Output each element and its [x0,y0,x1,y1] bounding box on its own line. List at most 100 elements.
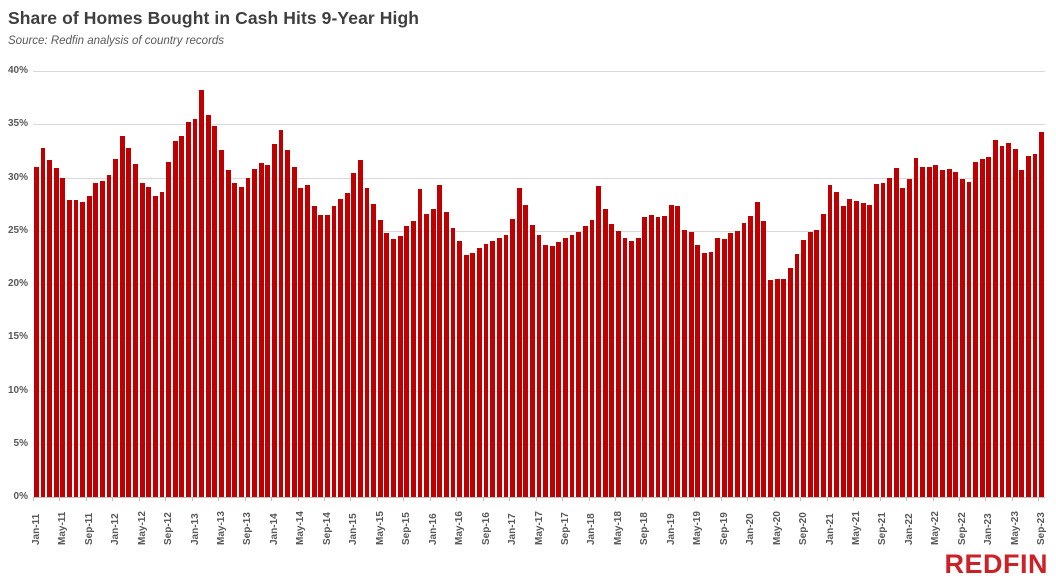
bar-Jan-11 [33,166,39,497]
x-tick-label: Sep-12 [163,512,175,545]
bar-Aug-18 [635,238,641,497]
bar-May-19 [695,244,701,497]
bar-Feb-16 [437,184,443,497]
x-tick-label: Jan-20 [745,513,757,545]
axis-tick [535,497,537,501]
bar-Feb-21 [834,192,840,497]
bar-Nov-22 [973,161,978,497]
bar-Jul-18 [629,241,634,497]
axis-tick [720,497,722,501]
axis-tick [271,497,273,501]
x-tick-label: Jan-13 [189,513,201,545]
bar-Apr-11 [53,167,59,497]
bar-Dec-19 [741,223,747,497]
bar-Dec-12 [186,122,191,497]
x-tick-label: May-21 [850,511,862,545]
bar-Mar-14 [285,149,291,497]
axis-tick [138,497,140,501]
bar-Jul-20 [787,268,793,497]
bar-Aug-22 [953,172,959,497]
bar-Dec-20 [821,213,826,497]
x-tick-label: Sep-14 [321,512,333,545]
axis-tick [33,497,34,501]
bar-Sep-18 [642,216,648,497]
axis-tick [959,497,960,501]
bar-Oct-20 [807,231,813,497]
bar-Mar-13 [205,114,211,497]
x-tick-label: Sep-11 [83,512,95,545]
bar-Sep-11 [86,195,92,497]
bar-Mar-18 [602,209,608,497]
x-tick-label: Jan-14 [268,513,280,545]
bar-May-14 [298,188,304,497]
axis-tick [59,497,61,501]
bar-Jun-12 [146,187,152,497]
axis-tick [297,497,299,501]
bar-Oct-18 [649,214,654,497]
bar-Aug-15 [397,236,403,497]
bar-Jan-22 [906,178,912,497]
chart-subtitle: Source: Redfin analysis of country recor… [8,35,225,47]
bar-Apr-22 [926,166,932,497]
x-tick-label: May-16 [454,511,466,545]
bar-Apr-12 [133,163,138,497]
bar-Sep-16 [483,243,489,497]
bar-May-23 [1012,148,1018,497]
bar-Feb-22 [913,158,919,497]
x-tick-label: Jan-12 [110,513,122,545]
axis-tick [985,497,987,501]
x-tick-label: May-20 [771,511,783,545]
x-tick-label: Sep-20 [798,512,810,545]
bar-Oct-22 [966,181,972,497]
bar-Aug-11 [80,201,86,497]
x-tick-label: Jan-23 [983,513,995,545]
bar-Oct-12 [172,141,178,497]
axis-tick [906,497,908,501]
axis-tick [403,497,405,501]
x-tick-label: Jan-15 [348,513,360,545]
bar-Dec-13 [265,164,271,497]
bar-Nov-19 [735,230,740,497]
bar-Dec-16 [503,235,509,497]
bar-Oct-11 [93,182,99,497]
x-tick-label: Sep-21 [877,512,889,545]
axis-tick [747,497,749,501]
bar-Jul-21 [867,205,873,497]
axis-tick [112,497,114,501]
axis-tick [879,497,881,501]
bar-Jun-23 [1019,170,1025,497]
bar-Jul-22 [946,168,952,497]
bar-Sep-17 [563,238,568,497]
y-tick-label: 35% [7,118,28,130]
bar-Mar-15 [364,188,370,497]
bar-Apr-15 [371,204,377,497]
bar-Jan-18 [589,220,595,497]
bar-Jun-20 [781,278,787,497]
bar-Jan-17 [510,219,515,497]
y-tick-label: 25% [7,224,28,236]
bar-Jul-12 [152,195,158,497]
bar-Aug-23 [1032,154,1038,497]
bar-Jul-19 [708,252,714,497]
gridline [33,230,1045,232]
bar-Aug-17 [556,242,562,497]
x-tick-label: Sep-19 [718,512,730,545]
bar-Oct-14 [331,206,337,497]
bar-Jul-15 [391,239,396,497]
axis-tick [800,497,802,501]
x-tick-label: May-15 [374,511,386,545]
bar-Oct-13 [252,168,257,497]
bar-Feb-20 [754,201,760,497]
bar-Aug-12 [159,192,165,497]
bar-Mar-20 [761,221,767,497]
bar-Dec-18 [662,215,668,497]
y-tick-label: 0% [13,491,28,502]
axis-tick [588,497,590,501]
x-tick-label: May-13 [216,511,227,545]
bar-Jun-11 [66,199,72,497]
x-tick-label: Sep-23 [1036,512,1048,545]
x-tick-label: Sep-22 [956,512,968,545]
bar-Apr-16 [450,227,456,497]
x-tick-label: Sep-17 [559,512,571,545]
